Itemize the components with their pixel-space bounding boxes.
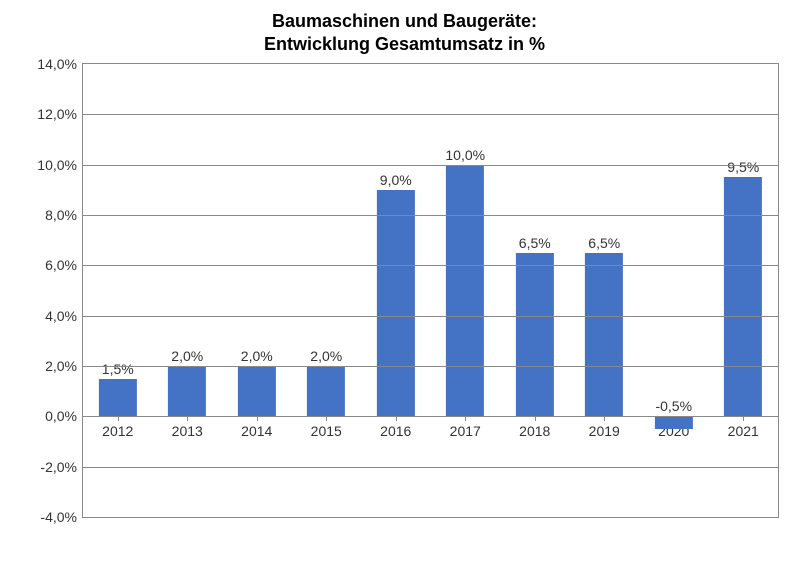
bar-slot: 2017 10,0% [431, 64, 501, 517]
y-tick-label: -2,0% [40, 459, 77, 475]
x-axis-label: 2017 [450, 423, 481, 439]
bar-slot: 2014 2,0% [222, 64, 292, 517]
y-tick-label: 0,0% [45, 408, 77, 424]
y-tick-label: 2,0% [45, 358, 77, 374]
y-tick-label: 4,0% [45, 308, 77, 324]
grid-line [83, 467, 778, 468]
bar-slot: 2020-0,5% [639, 64, 709, 517]
bar [516, 253, 554, 417]
chart-title-line1: Baumaschinen und Baugeräte: [272, 11, 537, 31]
x-axis-label: 2018 [519, 423, 550, 439]
x-axis-label: 2019 [589, 423, 620, 439]
bar-value-label: 9,0% [380, 172, 412, 188]
grid-line [83, 165, 778, 166]
x-axis-label: 2013 [172, 423, 203, 439]
bar [446, 165, 484, 417]
bar-slot: 2016 9,0% [361, 64, 431, 517]
x-axis-label: 2021 [728, 423, 759, 439]
bar-value-label: 10,0% [445, 147, 485, 163]
plot-area: 2012 1,5% 2013 2,0% 2014 2,0% 2015 2,0% 2016 9,0%… [82, 63, 779, 518]
x-axis-label: 2016 [380, 423, 411, 439]
bar-value-label: 1,5% [102, 361, 134, 377]
grid-line [83, 114, 778, 115]
y-tick-label: 14,0% [37, 56, 77, 72]
bar [655, 416, 693, 429]
bar-value-label: 2,0% [310, 348, 342, 364]
bar-slot: 2021 9,5% [709, 64, 779, 517]
bar [168, 366, 206, 416]
grid-line [83, 265, 778, 266]
bar [724, 177, 762, 416]
bar [238, 366, 276, 416]
bar-value-label: 9,5% [727, 159, 759, 175]
bar-slot: 2015 2,0% [292, 64, 362, 517]
y-tick-label: 6,0% [45, 257, 77, 273]
y-tick-label: 12,0% [37, 106, 77, 122]
bar-value-label: -0,5% [655, 398, 692, 414]
bar-slot: 2018 6,5% [500, 64, 570, 517]
bar-value-label: 6,5% [519, 235, 551, 251]
x-axis-label: 2015 [311, 423, 342, 439]
bar-slot: 2013 2,0% [153, 64, 223, 517]
x-axis-label: 2014 [241, 423, 272, 439]
chart-title-line2: Entwicklung Gesamtumsatz in % [264, 34, 545, 54]
grid-line [83, 366, 778, 367]
bar-value-label: 2,0% [171, 348, 203, 364]
chart-container: Baumaschinen und Baugeräte: Entwicklung … [0, 0, 809, 564]
bar [585, 253, 623, 417]
grid-line [83, 215, 778, 216]
chart-title: Baumaschinen und Baugeräte: Entwicklung … [20, 10, 789, 55]
y-tick-label: 10,0% [37, 157, 77, 173]
bar-slot: 2012 1,5% [83, 64, 153, 517]
bar [307, 366, 345, 416]
bars-layer: 2012 1,5% 2013 2,0% 2014 2,0% 2015 2,0% 2016 9,0%… [83, 64, 778, 517]
bar [377, 190, 415, 417]
y-tick-label: -4,0% [40, 509, 77, 525]
bar-value-label: 2,0% [241, 348, 273, 364]
bar-value-label: 6,5% [588, 235, 620, 251]
bar [99, 379, 137, 417]
grid-line [83, 416, 778, 417]
y-tick-label: 8,0% [45, 207, 77, 223]
x-axis-label: 2012 [102, 423, 133, 439]
grid-line [83, 316, 778, 317]
bar-slot: 2019 6,5% [570, 64, 640, 517]
